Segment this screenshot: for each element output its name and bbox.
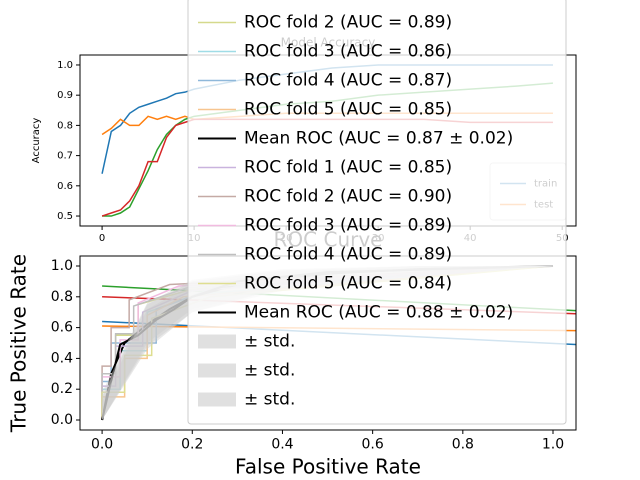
y-tick-label: 0.9 xyxy=(57,90,73,101)
y-tick-label: 0.5 xyxy=(57,211,73,222)
legend: ROC fold 2 (AUC = 0.89) ROC fold 3 (AUC =… xyxy=(187,0,567,425)
legend-label: ROC fold 1 (AUC = 0.85) xyxy=(244,158,452,178)
legend-label: ROC fold 5 (AUC = 0.85) xyxy=(244,100,452,120)
line xyxy=(101,265,554,420)
y-tick-label: 0.8 xyxy=(57,120,73,131)
y-axis-label: Accuracy xyxy=(31,118,42,164)
legend-label: Mean ROC (AUC = 0.88 ± 0.02) xyxy=(244,303,513,323)
x-tick-label: 0.4 xyxy=(271,436,293,452)
x-tick-label: 1.0 xyxy=(542,436,564,452)
legend-label: ROC fold 3 (AUC = 0.89) xyxy=(244,216,452,236)
y-tick-label: 0.6 xyxy=(51,320,73,336)
y-axis-label: True Positive Rate xyxy=(7,254,31,433)
legend-label: ± std. xyxy=(244,361,295,381)
legend-box xyxy=(187,0,567,425)
legend-label: ROC fold 4 (AUC = 0.89) xyxy=(244,245,452,265)
legend-label: ROC fold 5 (AUC = 0.84) xyxy=(244,274,452,294)
y-tick-label: 0.2 xyxy=(51,381,73,397)
legend-label: ± std. xyxy=(244,390,295,410)
y-tick-label: 0.6 xyxy=(57,181,73,192)
legend-label: ROC fold 2 (AUC = 0.90) xyxy=(244,187,452,207)
x-tick-label: 0.6 xyxy=(362,436,384,452)
y-tick-label: 0.7 xyxy=(57,151,73,162)
line xyxy=(101,265,554,420)
legend-label: ROC fold 3 (AUC = 0.86) xyxy=(244,42,452,62)
x-tick-label: 0.2 xyxy=(181,436,203,452)
x-tick-label: 0 xyxy=(99,233,105,244)
x-axis-label: False Positive Rate xyxy=(235,455,421,479)
y-tick-label: 1.0 xyxy=(51,258,73,274)
chart: ROC Curve0.00.20.40.60.81.00.00.20.40.60… xyxy=(7,0,577,479)
y-tick-label: 0.0 xyxy=(51,412,73,428)
legend-swatch xyxy=(198,392,236,407)
x-tick-label: 0.8 xyxy=(452,436,474,452)
legend-swatch xyxy=(198,334,236,349)
line xyxy=(101,265,554,420)
x-tick-label: 0.0 xyxy=(91,436,113,452)
legend-label: ROC fold 4 (AUC = 0.87) xyxy=(244,71,452,91)
legend-label: ± std. xyxy=(244,332,295,352)
legend-label: Mean ROC (AUC = 0.87 ± 0.02) xyxy=(244,129,513,149)
y-tick-label: 0.4 xyxy=(51,350,73,366)
y-tick-label: 0.8 xyxy=(51,289,73,305)
legend-label: ROC fold 2 (AUC = 0.89) xyxy=(244,13,452,33)
legend-swatch xyxy=(198,363,236,378)
y-tick-label: 1.0 xyxy=(57,60,73,71)
